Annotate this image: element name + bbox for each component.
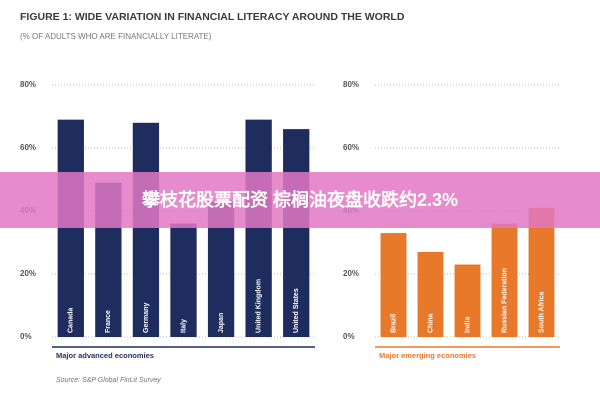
- y-tick-label: 0%: [343, 332, 355, 341]
- y-tick-label: 80%: [343, 80, 359, 89]
- y-tick-label: 60%: [343, 143, 359, 152]
- y-tick-label: 20%: [343, 269, 359, 278]
- bar: [528, 207, 555, 337]
- bar: [57, 119, 84, 338]
- bar: [454, 264, 481, 337]
- bar: [380, 233, 407, 337]
- banner-bg: [0, 172, 600, 228]
- x-tick-label: South Africa: [538, 292, 545, 333]
- x-tick-label: United States: [293, 288, 300, 333]
- x-tick-label: China: [427, 313, 434, 333]
- x-tick-label: Japan: [218, 313, 225, 333]
- bar: [170, 223, 197, 337]
- x-tick-label: Germany: [143, 303, 150, 333]
- chart-title: FIGURE 1: WIDE VARIATION IN FINANCIAL LI…: [20, 11, 405, 23]
- chart-subtitle: (% OF ADULTS WHO ARE FINANCIALLY LITERAT…: [20, 32, 212, 41]
- x-tick-label: Canada: [68, 308, 75, 333]
- banner-text: 攀枝花股票配资 棕榈油夜盘收跌约2.3%: [141, 189, 458, 210]
- x-tick-label: United Kingdom: [255, 279, 262, 333]
- y-tick-label: 0%: [20, 332, 32, 341]
- x-tick-label: Brazil: [390, 314, 397, 333]
- x-tick-label: India: [464, 317, 471, 333]
- y-tick-label: 20%: [20, 269, 36, 278]
- charts: 0%20%40%60%80%CanadaFranceGermanyItalyJa…: [20, 80, 560, 360]
- group-label: Major emerging economies: [379, 351, 476, 360]
- source: Source: S&P Global FinLit Survey: [56, 377, 161, 384]
- y-tick-label: 80%: [20, 80, 36, 89]
- bar: [245, 119, 272, 338]
- bar: [417, 251, 444, 337]
- bar: [132, 122, 160, 337]
- group-label: Major advanced economies: [56, 351, 154, 360]
- bar: [491, 223, 518, 337]
- bar: [283, 129, 310, 337]
- x-tick-label: France: [105, 310, 112, 333]
- x-tick-label: Russian Federation: [501, 268, 508, 333]
- x-tick-label: Italy: [180, 319, 187, 333]
- y-tick-label: 60%: [20, 143, 36, 152]
